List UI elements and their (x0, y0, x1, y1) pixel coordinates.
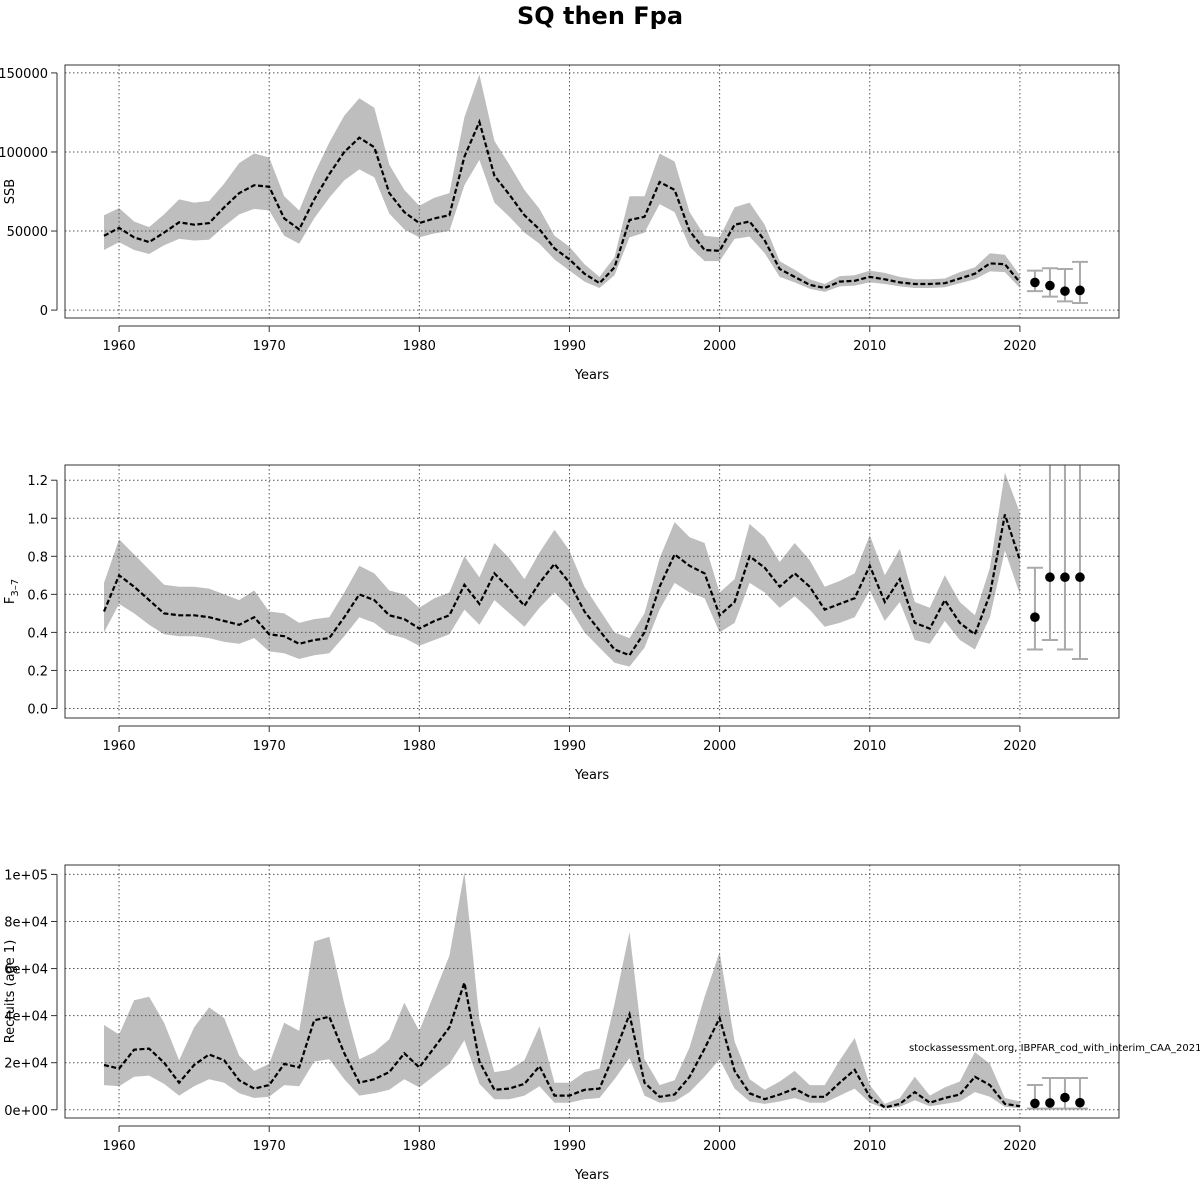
ssb-plot-frame (64, 64, 1120, 319)
fbar-forecast-point (1045, 572, 1055, 583)
ssb-forecast-point (1030, 277, 1040, 288)
x-tick-label: 2010 (853, 339, 886, 354)
ssb-forecast-errorbar (1056, 267, 1073, 303)
fbar-forecast-point (1075, 572, 1085, 583)
y-tick-label: 50000 (7, 225, 48, 240)
ssb-confidence-band (104, 74, 1020, 292)
x-tick-label: 1960 (103, 739, 136, 754)
x-tick-label: 2000 (703, 1139, 736, 1154)
panel-fbar: 1960 1970 1980 1990 2000 2010 2020 Years 0.0 0.2 0… (3, 464, 1120, 783)
x-tick-label: 2020 (1003, 739, 1036, 754)
recruits-estimate-line (103, 978, 1021, 1109)
y-tick-label: 0 (40, 304, 48, 319)
y-tick-label: 100000 (0, 146, 48, 161)
x-tick-label: 1980 (403, 739, 436, 754)
y-tick-label: 0.6 (27, 588, 48, 603)
y-tick-label: 6e+04 (4, 963, 48, 978)
y-tick-label: 0.2 (27, 664, 48, 679)
y-tick-label: 1.2 (27, 474, 48, 489)
y-tick-label: 0.8 (27, 550, 48, 565)
x-tick-label: 1990 (553, 1139, 586, 1154)
recruits-forecast-point (1045, 1098, 1055, 1108)
x-tick-label: 1970 (253, 739, 286, 754)
fbar-plot-area (65, 465, 1119, 718)
ssb-forecast-errorbar (1071, 260, 1088, 304)
recruits-forecast-point (1030, 1098, 1040, 1109)
fbar-y-axis-title: F3–7 (3, 579, 21, 604)
recruits-x-axis-title: Years (574, 1168, 610, 1183)
fbar-confidence-band (104, 472, 1020, 667)
fbar-forecast-point (1060, 572, 1070, 583)
y-tick-label: 0e+00 (4, 1104, 48, 1119)
y-tick-label: 0.4 (27, 626, 48, 641)
y-tick-label: 0.0 (27, 702, 48, 717)
fbar-forecast-errorbar (1056, 465, 1073, 651)
recruits-plot-area (65, 865, 1119, 1118)
y-tick-label: 4e+04 (4, 1010, 48, 1025)
x-tick-label: 1960 (103, 339, 136, 354)
source-watermark: stockassessment.org, IBPFAR_cod_with_int… (909, 1043, 1200, 1054)
y-tick-label: 150000 (0, 67, 48, 82)
y-tick-label: 2e+04 (4, 1057, 48, 1072)
x-tick-label: 1970 (253, 339, 286, 354)
ssb-estimate-line (103, 118, 1021, 290)
recruits-plot-frame (64, 864, 1120, 1119)
fbar-forecast-errorbar (1026, 566, 1043, 651)
panel-ssb: 1960 1970 1980 1990 2000 2010 2020 Years 0 50000 1… (0, 64, 1120, 383)
ssb-x-axis-title: Years (574, 368, 610, 383)
panel-recruits: 1960 1970 1980 1990 2000 2010 2020 Years 0e+00 2e… (3, 864, 1120, 1183)
ssb-forecast-point (1045, 280, 1055, 291)
fbar-plot-frame (64, 464, 1120, 719)
fbar-forecast-errorbar (1041, 465, 1058, 642)
x-tick-label: 1980 (403, 339, 436, 354)
y-tick-label: 1.0 (27, 512, 48, 527)
recruits-forecast-point (1075, 1097, 1085, 1108)
ssb-plot-area (65, 65, 1119, 318)
x-tick-label: 1960 (103, 1139, 136, 1154)
fbar-forecast-errorbar (1071, 465, 1088, 661)
x-tick-label: 2010 (853, 1139, 886, 1154)
recruits-forecast-point (1060, 1092, 1070, 1103)
x-tick-label: 1970 (253, 1139, 286, 1154)
y-tick-label: 1e+05 (4, 868, 48, 883)
x-tick-label: 2020 (1003, 339, 1036, 354)
ssb-forecast-point (1060, 286, 1070, 296)
recruits-y-axis-title: Recruits (age 1) (3, 940, 18, 1044)
x-tick-label: 2020 (1003, 1139, 1036, 1154)
ssb-forecast-point (1075, 285, 1085, 296)
chart-title: SQ then Fpa (516, 2, 684, 30)
fbar-forecast-point (1030, 612, 1040, 622)
x-tick-label: 1980 (403, 1139, 436, 1154)
y-tick-label: 8e+04 (4, 915, 48, 930)
recruits-confidence-band (104, 872, 1020, 1109)
fbar-estimate-line (102, 514, 1021, 657)
x-tick-label: 2010 (853, 739, 886, 754)
fbar-x-axis-title: Years (574, 768, 610, 783)
x-tick-label: 1990 (553, 339, 586, 354)
ssb-y-axis-title: SSB (3, 179, 18, 204)
x-tick-label: 1990 (553, 739, 586, 754)
x-tick-label: 2000 (703, 339, 736, 354)
x-tick-label: 2000 (703, 739, 736, 754)
